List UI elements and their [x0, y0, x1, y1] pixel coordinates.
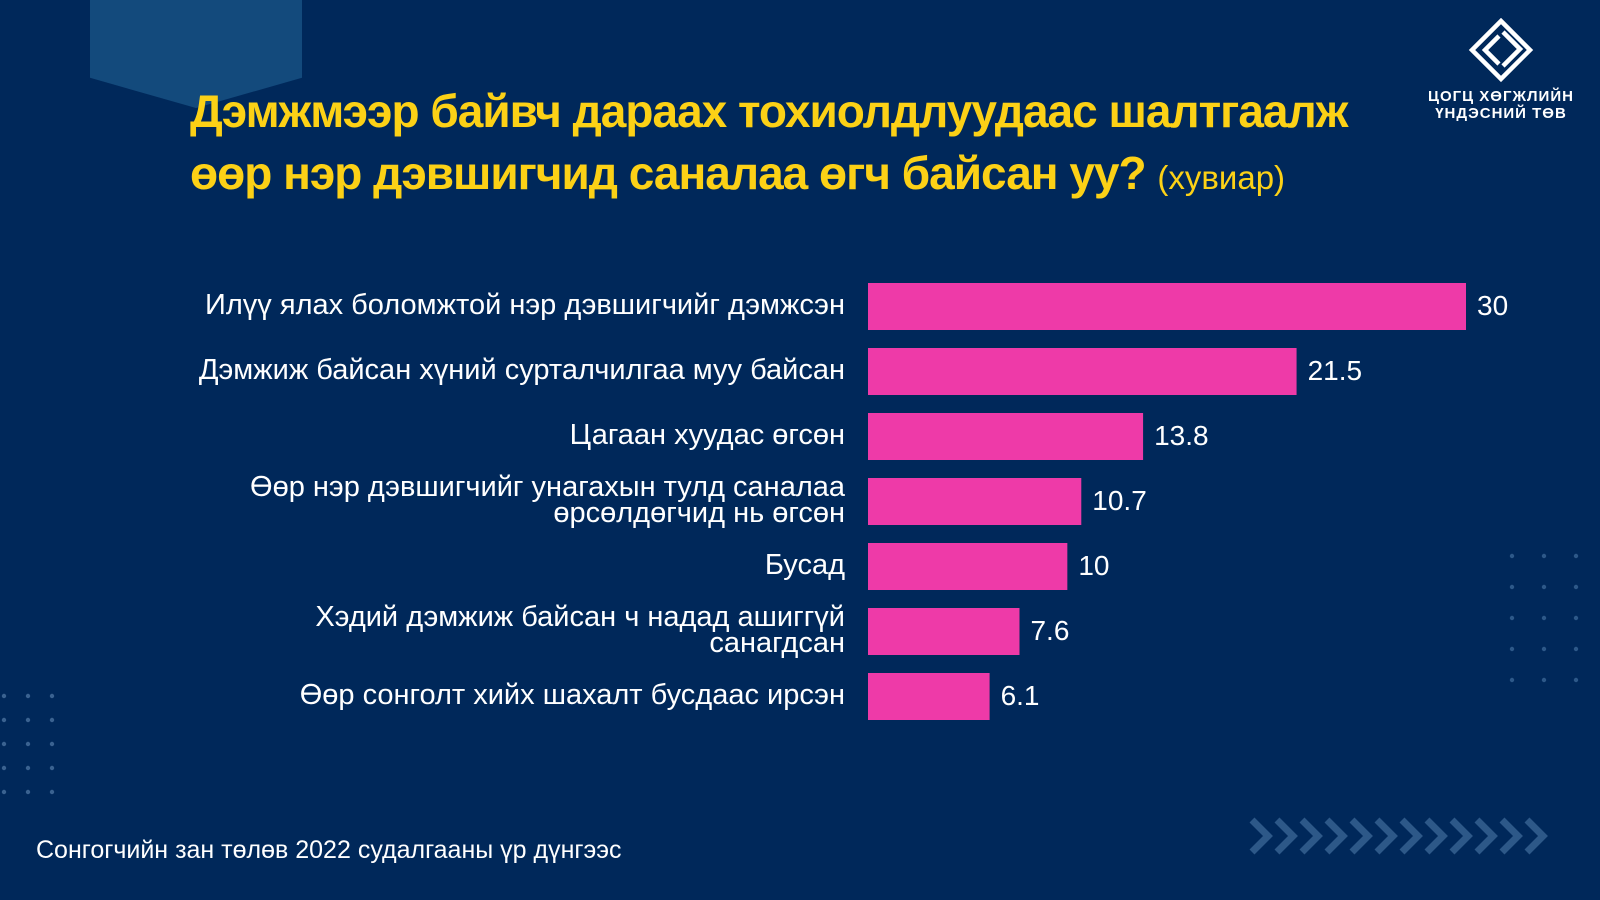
category-label-5: Бусад	[765, 549, 845, 581]
bar-5	[868, 543, 1068, 590]
bar-3	[868, 413, 1144, 460]
bar-7	[868, 673, 990, 720]
title-text: Дэмжмээр байвч дараах тохиолдлуудаас шал…	[190, 85, 1348, 199]
category-label-6: Хэдий дэмжиж байсан ч надад ашиггүй санаг…	[315, 601, 845, 659]
chart-title: Дэмжмээр байвч дараах тохиолдлуудаас шал…	[190, 80, 1370, 209]
bar-2	[868, 348, 1297, 395]
data-label-3: 13.8	[1154, 420, 1209, 451]
logo: ЦОГЦ ХӨГЖЛИЙН ҮНДЭСНИЙ ТӨВ	[1416, 18, 1586, 122]
data-label-7: 6.1	[1001, 680, 1040, 711]
title-unit: (хувиар)	[1157, 159, 1286, 196]
right-dot-grid	[1509, 553, 1579, 683]
logo-text: ЦОГЦ ХӨГЖЛИЙН ҮНДЭСНИЙ ТӨВ	[1428, 88, 1574, 122]
data-label-2: 21.5	[1308, 355, 1363, 386]
category-label-2: Дэмжиж байсан хүний сурталчилгаа муу бай…	[199, 354, 845, 386]
bar-4	[868, 478, 1082, 525]
category-label-7: Өөр сонголт хийх шахалт бусдаас ирсэн	[300, 679, 845, 711]
left-dot-grid	[1, 693, 55, 795]
bar-1	[868, 283, 1466, 330]
data-label-4: 10.7	[1092, 485, 1147, 516]
category-label-3: Цагаан хуудас өгсөн	[570, 419, 845, 451]
data-label-6: 7.6	[1030, 615, 1069, 646]
diamond-logo-icon	[1468, 18, 1534, 83]
data-label-5: 10	[1078, 550, 1109, 581]
category-label-4: Өөр нэр дэвшигчийг унагахын тулд саналаа…	[250, 471, 846, 529]
chevron-arrows-icon	[1249, 817, 1548, 855]
bar-6	[868, 608, 1020, 655]
category-label-1: Илүү ялах боломжтой нэр дэвшигчийг дэмжс…	[205, 289, 845, 321]
source-note: Сонгогчийн зан төлөв 2022 судалгааны үр …	[36, 836, 622, 864]
data-label-1: 30	[1477, 290, 1508, 321]
